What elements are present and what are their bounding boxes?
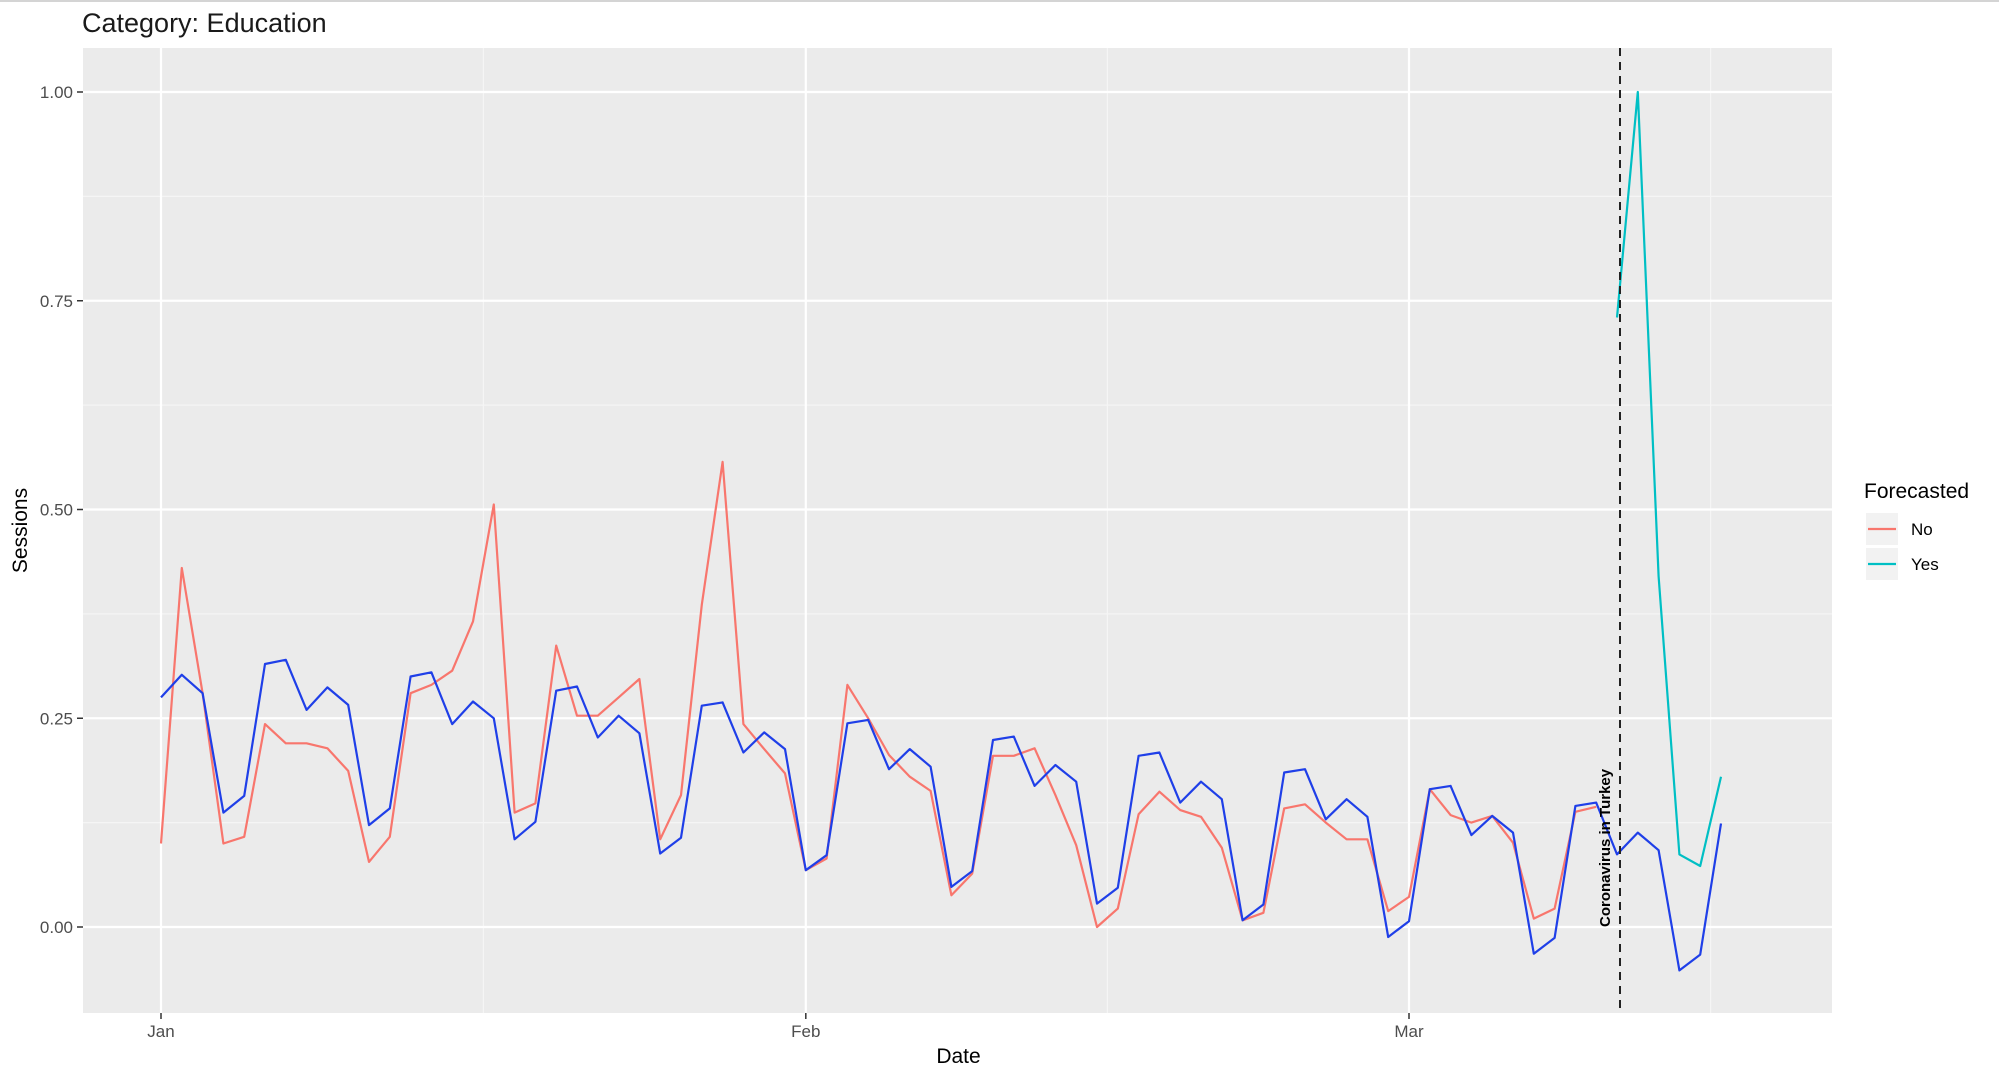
x-axis-title: Date <box>936 1045 980 1068</box>
top-divider <box>0 0 1999 2</box>
x-tick-label: Mar <box>1394 1022 1424 1041</box>
plot-panel <box>83 48 1832 1013</box>
chart-title: Category: Education <box>82 8 327 38</box>
legend-label-no: No <box>1911 520 1933 539</box>
y-tick-label: 0.00 <box>40 918 73 937</box>
y-tick-label: 1.00 <box>40 83 73 102</box>
y-tick-label: 0.50 <box>40 501 73 520</box>
event-annotation: Coronavirus in Turkey <box>1597 768 1614 927</box>
series-line-smoothed <box>160 658 1723 972</box>
legend-label-yes: Yes <box>1911 555 1939 574</box>
y-tick-label: 0.25 <box>40 709 73 728</box>
x-tick-label: Jan <box>147 1022 174 1041</box>
y-tick-label: 0.75 <box>40 292 73 311</box>
x-tick-label: Feb <box>791 1022 820 1041</box>
legend-title: Forecasted <box>1864 480 1969 503</box>
series-line-yes <box>1615 90 1723 868</box>
y-axis-title: Sessions <box>9 488 32 573</box>
series-line-no <box>159 460 1597 929</box>
legend: Forecasted No Yes <box>1864 480 1969 580</box>
